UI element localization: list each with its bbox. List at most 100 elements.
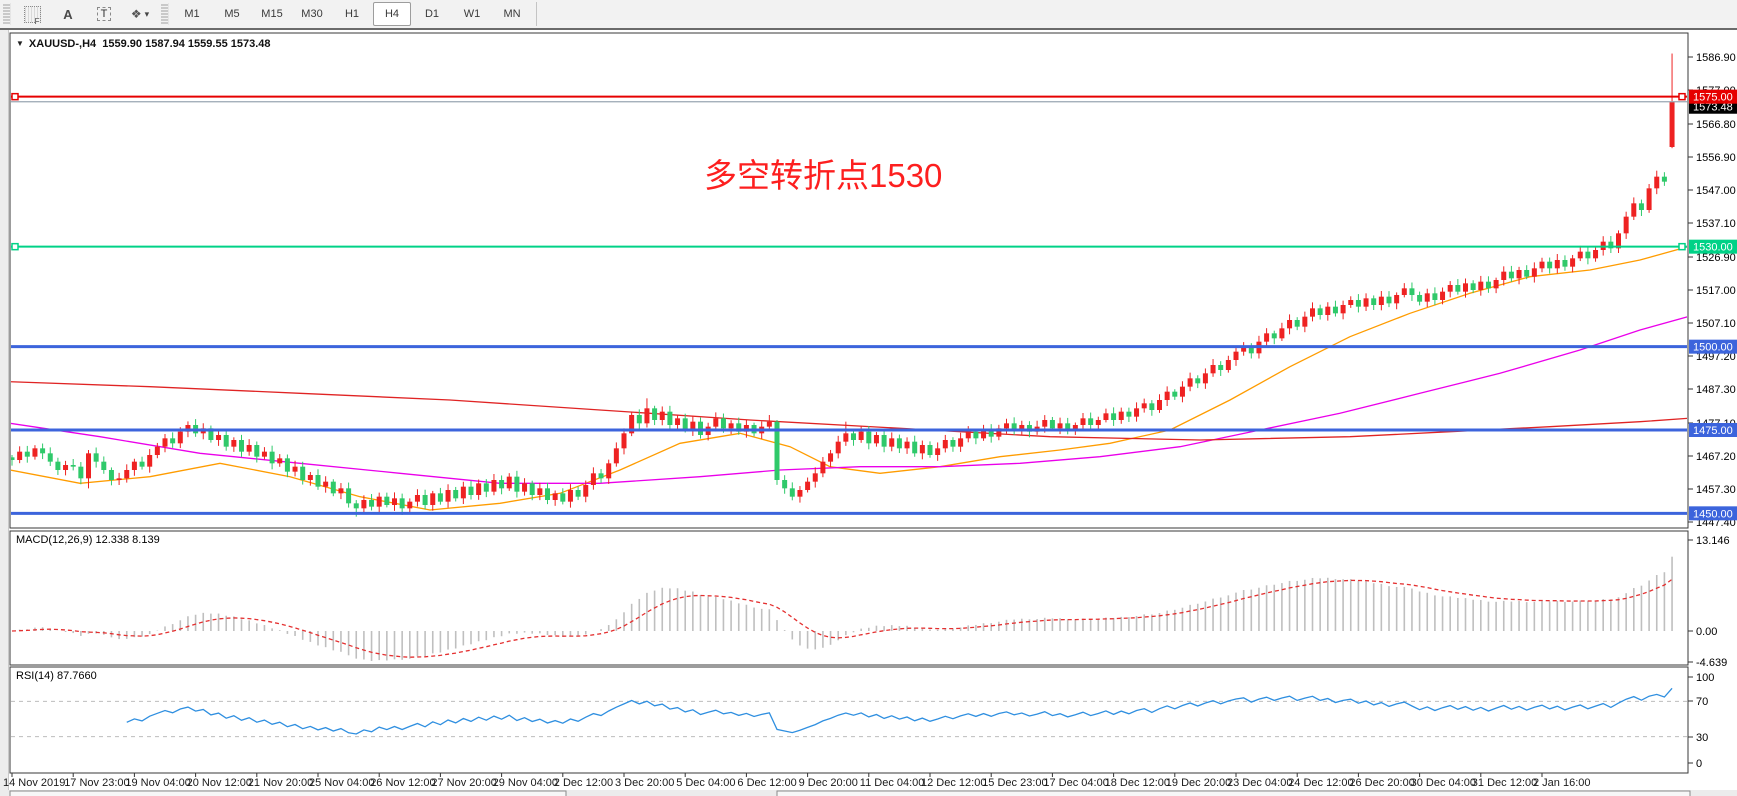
svg-text:1586.90: 1586.90 — [1696, 52, 1736, 64]
ma-fast-line — [11, 246, 1687, 511]
svg-text:2 Jan 16:00: 2 Jan 16:00 — [1533, 777, 1591, 789]
bottom-panel-edge — [0, 790, 1737, 796]
svg-text:9 Dec 20:00: 9 Dec 20:00 — [799, 777, 858, 789]
svg-text:12 Dec 12:00: 12 Dec 12:00 — [921, 777, 986, 789]
svg-text:100: 100 — [1696, 672, 1714, 684]
timeframe-button-m15[interactable]: M15 — [261, 8, 283, 20]
svg-text:6 Dec 12:00: 6 Dec 12:00 — [737, 777, 796, 789]
svg-text:1517.00: 1517.00 — [1696, 285, 1736, 297]
rsi-label: RSI(14) 87.7660 — [16, 670, 97, 682]
timeframe-button-h4[interactable]: H4 — [373, 2, 411, 26]
chart-symbol-header: ▼ XAUUSD-,H4 1559.90 1587.94 1559.55 1573… — [16, 38, 271, 50]
candles — [11, 53, 1675, 517]
svg-text:1467.20: 1467.20 — [1696, 451, 1736, 463]
svg-text:1530.00: 1530.00 — [1693, 242, 1733, 254]
svg-text:30: 30 — [1696, 732, 1708, 744]
timeframe-toolbar: M1 M5 M15 M30 H1 H4 D1 W1 MN — [172, 2, 532, 26]
macd-label: MACD(12,26,9) 12.338 8.139 — [16, 534, 160, 546]
svg-text:23 Dec 04:00: 23 Dec 04:00 — [1227, 777, 1292, 789]
text-label-icon: T — [96, 7, 112, 21]
rsi-pane[interactable]: RSI(14) 87.7660 100 70 30 0 — [11, 670, 1714, 770]
chart-grid-tool-button[interactable]: F — [15, 2, 49, 26]
hline-1575.00[interactable]: 1575.00 — [11, 89, 1737, 104]
svg-text:1556.90: 1556.90 — [1696, 152, 1736, 164]
timeframe-button-w1[interactable]: W1 — [463, 8, 481, 20]
svg-text:1537.10: 1537.10 — [1696, 218, 1736, 230]
svg-text:1575.00: 1575.00 — [1693, 92, 1733, 104]
svg-text:29 Nov 04:00: 29 Nov 04:00 — [493, 777, 558, 789]
svg-text:19 Nov 04:00: 19 Nov 04:00 — [125, 777, 190, 789]
svg-text:3 Dec 20:00: 3 Dec 20:00 — [615, 777, 674, 789]
left-edge-strip — [0, 30, 9, 796]
chart-text-annotation[interactable]: 多空转折点1530 — [704, 157, 943, 194]
svg-text:14 Nov 2019: 14 Nov 2019 — [3, 777, 65, 789]
shapes-tool-button[interactable]: ❖ ▾ — [123, 2, 157, 26]
svg-text:30 Dec 04:00: 30 Dec 04:00 — [1411, 777, 1476, 789]
hline-1500.00[interactable]: 1500.00 — [11, 339, 1737, 354]
svg-text:1475.00: 1475.00 — [1693, 425, 1733, 437]
toolbar-grip[interactable] — [3, 3, 11, 25]
svg-text:1573.48: 1573.48 — [1693, 102, 1733, 114]
svg-text:0.00: 0.00 — [1696, 626, 1717, 638]
text-annotation-tool-button[interactable]: A — [51, 2, 85, 26]
price-axis[interactable]: 1586.901577.001566.801556.901547.001537.… — [1688, 52, 1736, 529]
hline-1530.00[interactable]: 1530.00 — [11, 239, 1737, 254]
svg-text:1487.30: 1487.30 — [1696, 384, 1736, 396]
text-a-icon: A — [63, 6, 73, 22]
svg-text:70: 70 — [1696, 696, 1708, 708]
svg-text:-4.639: -4.639 — [1696, 657, 1727, 669]
svg-text:2 Dec 12:00: 2 Dec 12:00 — [554, 777, 613, 789]
svg-text:1566.80: 1566.80 — [1696, 119, 1736, 131]
svg-text:26 Nov 12:00: 26 Nov 12:00 — [370, 777, 435, 789]
svg-text:1497.20: 1497.20 — [1696, 351, 1736, 363]
shapes-dropdown-caret-icon[interactable]: ▾ — [144, 8, 150, 19]
toolbar-grip-2[interactable] — [161, 3, 169, 25]
svg-text:1500.00: 1500.00 — [1693, 342, 1733, 354]
timeframe-button-m5[interactable]: M5 — [224, 8, 240, 20]
svg-text:0: 0 — [1696, 758, 1702, 770]
rsi-line — [126, 687, 1673, 735]
svg-text:17 Nov 23:00: 17 Nov 23:00 — [64, 777, 129, 789]
symbol-dropdown-icon[interactable]: ▼ — [16, 39, 24, 48]
timeframe-button-h1[interactable]: H1 — [344, 8, 360, 20]
macd-pane[interactable]: MACD(12,26,9) 12.338 8.139 13.146 0.00 -4.6… — [11, 534, 1730, 669]
svg-text:26 Dec 20:00: 26 Dec 20:00 — [1349, 777, 1414, 789]
svg-text:1507.10: 1507.10 — [1696, 318, 1736, 330]
ma-medium-line — [11, 316, 1687, 484]
svg-text:24 Dec 12:00: 24 Dec 12:00 — [1288, 777, 1353, 789]
svg-text:20 Nov 12:00: 20 Nov 12:00 — [187, 777, 252, 789]
chart-grid-icon: F — [23, 5, 41, 26]
macd-histogram — [18, 556, 1673, 661]
top-toolbar: F A T ❖ ▾ M1 M5 M15 M30 H1 H4 D1 W1 MN — [0, 0, 1737, 30]
timeframe-button-m1[interactable]: M1 — [184, 8, 200, 20]
svg-text:19 Dec 20:00: 19 Dec 20:00 — [1166, 777, 1231, 789]
svg-text:13.146: 13.146 — [1696, 535, 1730, 547]
svg-text:5 Dec 04:00: 5 Dec 04:00 — [676, 777, 735, 789]
svg-text:25 Nov 04:00: 25 Nov 04:00 — [309, 777, 374, 789]
svg-text:1450.00: 1450.00 — [1693, 508, 1733, 520]
svg-text:15 Dec 23:00: 15 Dec 23:00 — [982, 777, 1047, 789]
timeframe-button-m30[interactable]: M30 — [301, 8, 323, 20]
timeframe-button-mn[interactable]: MN — [503, 8, 521, 20]
symbol-ohlc-values: 1559.90 1587.94 1559.55 1573.48 — [102, 38, 271, 50]
svg-text:11 Dec 04:00: 11 Dec 04:00 — [860, 777, 925, 789]
pane-borders — [9, 32, 1689, 774]
hline-1450.00[interactable]: 1450.00 — [11, 506, 1737, 521]
text-label-tool-button[interactable]: T — [87, 2, 121, 26]
svg-text:1526.90: 1526.90 — [1696, 252, 1736, 264]
svg-text:17 Dec 04:00: 17 Dec 04:00 — [1043, 777, 1108, 789]
svg-text:31 Dec 12:00: 31 Dec 12:00 — [1472, 777, 1537, 789]
svg-text:18 Dec 12:00: 18 Dec 12:00 — [1105, 777, 1170, 789]
hline-1475.00[interactable]: 1475.00 — [11, 423, 1737, 437]
price-pane[interactable] — [10, 53, 1689, 517]
svg-text:21 Nov 20:00: 21 Nov 20:00 — [248, 777, 313, 789]
svg-text:27 Nov 20:00: 27 Nov 20:00 — [431, 777, 496, 789]
toolbar-separator — [536, 2, 537, 26]
symbol-name: XAUUSD-,H4 — [28, 38, 97, 50]
timeframe-button-d1[interactable]: D1 — [424, 8, 440, 20]
shapes-icon: ❖ — [130, 7, 142, 21]
svg-text:1457.30: 1457.30 — [1696, 484, 1736, 496]
